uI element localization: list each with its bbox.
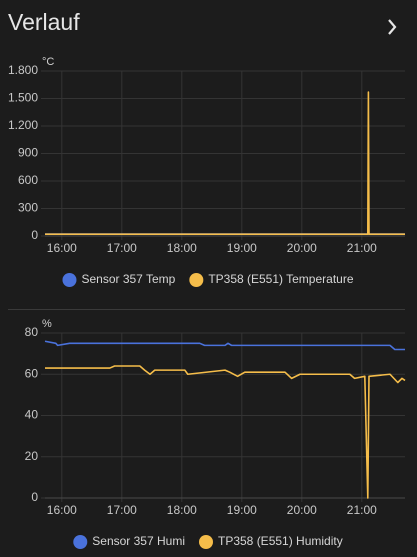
legend-swatch (189, 273, 204, 287)
y-tick-label: 300 (18, 201, 38, 215)
x-tick-label: 16:00 (47, 241, 77, 255)
legend-swatch (73, 535, 88, 549)
chart: % 0 20 40 60 80 16:00 17:00 18:00 19:00 20:00 21:00… (25, 318, 406, 549)
y-tick-label: 600 (18, 173, 38, 187)
y-tick-label: 80 (25, 325, 39, 339)
chart: °C 0 300 600 900 1.200 1.500 1.800 16:00 17:00 18:… (8, 56, 405, 287)
x-tick-label: 19:00 (227, 241, 257, 255)
legend-label: TP358 (E551) Humidity (218, 534, 343, 548)
y-tick-label: 20 (25, 449, 39, 463)
data-line (45, 365, 406, 499)
x-tick-label: 17:00 (107, 241, 137, 255)
x-tick-label: 18:00 (167, 503, 197, 517)
y-tick-label: 1.800 (8, 63, 38, 77)
more-info-button[interactable] (378, 12, 408, 42)
y-tick-label: 0 (31, 490, 38, 504)
x-tick-label: 20:00 (287, 503, 317, 517)
x-tick-label: 19:00 (227, 503, 257, 517)
legend-item: Sensor 357 Humi (73, 534, 185, 549)
legend: Sensor 357 Humi TP358 (E551) Humidity (73, 534, 343, 549)
y-axis-unit: % (42, 318, 52, 330)
card-title: Verlauf (8, 9, 80, 35)
data-line (45, 91, 405, 235)
y-tick-label: 900 (18, 146, 38, 160)
x-tick-label: 17:00 (107, 503, 137, 517)
y-tick-label: 1.500 (8, 91, 38, 105)
y-tick-label: 1.200 (8, 118, 38, 132)
x-tick-label: 18:00 (167, 241, 197, 255)
legend-swatch (199, 535, 213, 549)
y-tick-label: 0 (31, 228, 38, 242)
x-tick-label: 16:00 (47, 503, 77, 517)
button-hitbox[interactable] (378, 12, 408, 42)
y-tick-label: 60 (25, 366, 39, 380)
x-tick-label: 20:00 (287, 241, 317, 255)
legend-label: Sensor 357 Temp (81, 272, 175, 286)
chevron-icon[interactable] (388, 19, 397, 35)
legend-label: TP358 (E551) Temperature (208, 272, 354, 286)
y-tick-label: 40 (25, 408, 39, 422)
legend-item: TP358 (E551) Humidity (199, 534, 343, 549)
legend-item: Sensor 357 Temp (62, 272, 176, 287)
legend-swatch (62, 273, 77, 287)
x-tick-label: 21:00 (347, 241, 377, 255)
legend: Sensor 357 Temp TP358 (E551) Temperature (62, 272, 354, 287)
data-line (44, 340, 405, 351)
legend-item: TP358 (E551) Temperature (189, 272, 354, 287)
y-axis-unit: °C (42, 56, 54, 68)
legend-label: Sensor 357 Humi (92, 534, 185, 548)
x-tick-label: 21:00 (347, 503, 377, 517)
